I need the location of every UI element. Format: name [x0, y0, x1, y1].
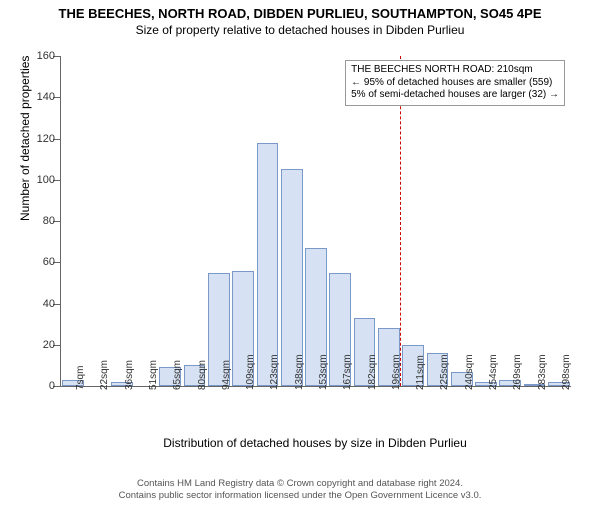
annotation-line1: THE BEECHES NORTH ROAD: 210sqm — [351, 64, 559, 77]
y-tick-label: 160 — [37, 50, 55, 62]
histogram-bar — [257, 143, 279, 386]
y-tick-label: 0 — [49, 380, 55, 392]
chart-title-main: THE BEECHES, NORTH ROAD, DIBDEN PURLIEU,… — [0, 6, 600, 21]
x-tick-label: 51sqm — [148, 360, 159, 390]
histogram-plot: 020406080100120140160THE BEECHES NORTH R… — [60, 56, 571, 387]
x-tick-label: 283sqm — [537, 354, 548, 390]
footer-line1: Contains HM Land Registry data © Crown c… — [137, 478, 463, 489]
x-tick-label: 80sqm — [197, 360, 208, 390]
x-tick-label: 138sqm — [294, 354, 305, 390]
x-axis-title: Distribution of detached houses by size … — [60, 436, 570, 450]
x-tick-label: 225sqm — [439, 354, 450, 390]
x-tick-label: 182sqm — [367, 354, 378, 390]
x-tick-label: 196sqm — [391, 354, 402, 390]
footer-line2: Contains public sector information licen… — [119, 490, 482, 501]
x-tick-label: 94sqm — [221, 360, 232, 390]
x-tick-label: 7sqm — [75, 366, 86, 390]
annotation-box: THE BEECHES NORTH ROAD: 210sqm← 95% of d… — [345, 60, 565, 106]
x-tick-label: 240sqm — [464, 354, 475, 390]
x-tick-label: 123sqm — [269, 354, 280, 390]
y-axis-title: Number of detached properties — [18, 56, 32, 221]
x-tick-label: 167sqm — [342, 354, 353, 390]
footer-attribution: Contains HM Land Registry data © Crown c… — [0, 478, 600, 502]
chart-title-sub: Size of property relative to detached ho… — [0, 23, 600, 37]
y-tick-label: 40 — [43, 298, 55, 310]
x-tick-label: 211sqm — [415, 355, 426, 390]
x-tick-label: 298sqm — [561, 354, 572, 390]
chart-area: Number of detached properties 0204060801… — [60, 56, 570, 426]
marker-line — [400, 56, 401, 386]
x-tick-label: 153sqm — [318, 354, 329, 390]
x-tick-label: 269sqm — [512, 354, 523, 390]
x-tick-label: 109sqm — [245, 354, 256, 390]
x-tick-label: 36sqm — [124, 360, 135, 390]
annotation-line3: 5% of semi-detached houses are larger (3… — [351, 89, 559, 102]
y-tick-label: 100 — [37, 174, 55, 186]
y-tick-label: 20 — [43, 339, 55, 351]
x-tick-label: 254sqm — [488, 354, 499, 390]
y-tick-label: 140 — [37, 91, 55, 103]
y-tick-label: 60 — [43, 256, 55, 268]
y-tick-label: 120 — [37, 133, 55, 145]
annotation-line2: ← 95% of detached houses are smaller (55… — [351, 77, 559, 90]
x-tick-label: 65sqm — [172, 360, 183, 390]
x-tick-label: 22sqm — [99, 360, 110, 390]
y-tick-label: 80 — [43, 215, 55, 227]
